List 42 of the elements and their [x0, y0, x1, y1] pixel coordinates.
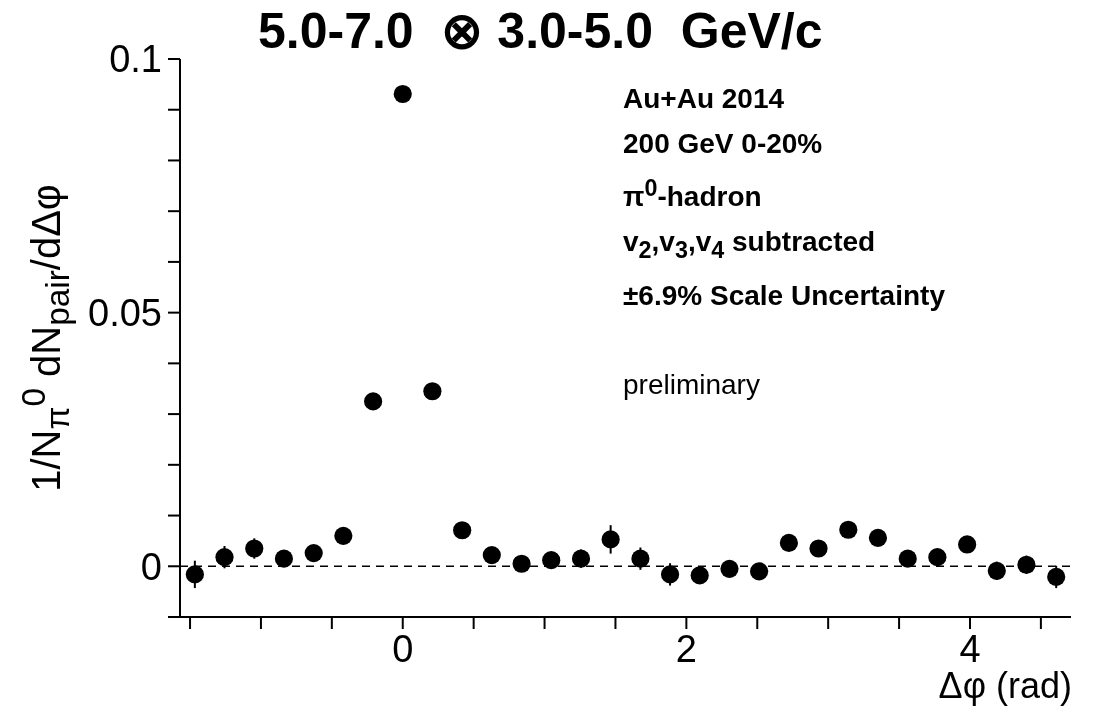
- point: [542, 551, 561, 570]
- annotation: preliminary: [623, 367, 761, 402]
- point: [364, 392, 383, 411]
- point: [453, 521, 472, 540]
- point: [304, 544, 323, 563]
- point: [274, 549, 294, 568]
- annotation: Au+Au 2014: [623, 82, 786, 116]
- point: [839, 520, 858, 539]
- point: [928, 548, 947, 567]
- point: [750, 562, 769, 581]
- point: [334, 526, 353, 545]
- point: [987, 561, 1006, 580]
- point: [1047, 567, 1066, 586]
- point: [512, 554, 531, 573]
- annotation: ±6.9% Scale Uncertainty: [623, 278, 945, 313]
- x-tick-label: 0: [392, 627, 414, 670]
- y-tick-label: 0.1: [109, 38, 162, 81]
- point: [720, 559, 739, 578]
- point: [660, 565, 680, 584]
- annotation: π$^{0}$-hadron: [623, 174, 763, 215]
- y-tick-label: 0.05: [88, 292, 162, 335]
- point: [868, 528, 888, 547]
- point: [898, 549, 917, 568]
- point: [631, 549, 650, 568]
- point: [393, 84, 412, 104]
- y-tick-label: 0: [140, 545, 162, 588]
- point: [601, 530, 620, 549]
- point: [482, 546, 501, 565]
- point: [690, 566, 709, 585]
- annotation: 200 GeV 0-20%: [623, 127, 824, 161]
- point: [1017, 555, 1036, 574]
- point: [245, 539, 264, 558]
- point: [779, 533, 798, 553]
- point: [958, 535, 977, 554]
- point: [215, 548, 234, 567]
- point: [423, 382, 442, 401]
- annotation: v$_{2}$,v$_{3}$,v$_{4}$ subtracted: [623, 225, 877, 265]
- point: [809, 539, 828, 558]
- point: [185, 565, 204, 584]
- chart-title: 5.0-7.0 ⊗ 3.0-5.0 GeV/c: [258, 2, 823, 60]
- x-tick-label: 2: [675, 627, 697, 670]
- point: [571, 549, 591, 568]
